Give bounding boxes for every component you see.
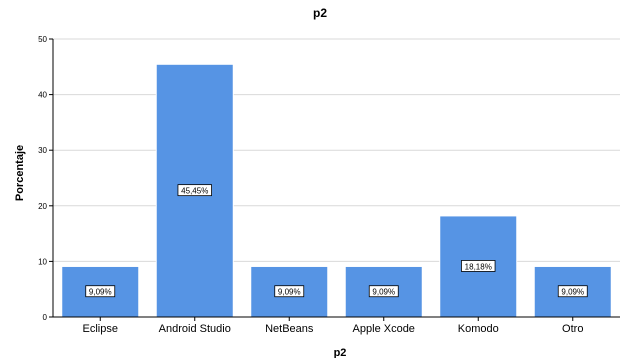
data-label: 9,09%: [89, 288, 112, 297]
x-axis-title: p2: [334, 347, 347, 358]
y-tick-label: 40: [38, 91, 47, 100]
data-label: 45,45%: [181, 187, 208, 196]
y-tick-label: 20: [38, 202, 47, 211]
data-label-box: [177, 184, 212, 197]
y-axis-title: Porcentaje: [14, 145, 26, 201]
data-label-box: [557, 285, 588, 298]
data-label-box: [274, 285, 305, 298]
y-tick-label: 0: [43, 313, 48, 322]
bars: [61, 63, 612, 318]
data-labels: 9,09% 45,45% 9,09% 9,09% 18,18% 9,09%: [85, 184, 588, 298]
y-tick-label: 10: [38, 257, 47, 266]
gridlines: [53, 38, 620, 262]
data-label-box: [461, 260, 496, 272]
x-tick-label: Otro: [562, 323, 583, 335]
x-tick-label: Eclipse: [83, 323, 118, 335]
x-tick-label: Apple Xcode: [353, 323, 415, 335]
y-tick-label: 50: [38, 35, 47, 44]
axes: 0 10 20 30 40 50 Eclipse Android Studio NetBeans…: [38, 35, 620, 335]
data-label: 9,09%: [561, 288, 584, 297]
x-tick-label: Komodo: [458, 323, 499, 335]
data-label: 18,18%: [465, 262, 492, 271]
data-label: 9,09%: [372, 288, 395, 297]
data-label-box: [85, 285, 116, 298]
data-label-box: [368, 285, 399, 298]
chart-title: p2: [313, 6, 327, 20]
x-tick-label: Android Studio: [159, 323, 231, 335]
x-tick-label: NetBeans: [265, 323, 314, 335]
y-tick-label: 30: [38, 146, 47, 155]
data-label: 9,09%: [278, 288, 301, 297]
